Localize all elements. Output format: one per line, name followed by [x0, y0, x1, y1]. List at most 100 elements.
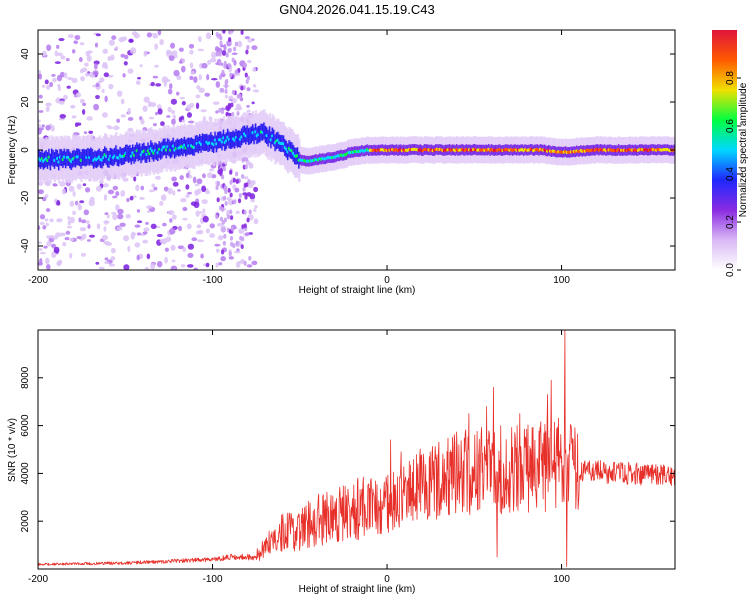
spectrogram-cell — [74, 122, 79, 128]
chart-title: GN04.2026.041.15.19.C43 — [279, 2, 434, 17]
spectrogram-cell — [167, 106, 172, 113]
colorbar-tick-label: 0.2 — [725, 215, 736, 229]
spectrogram-cell — [142, 231, 148, 235]
spectrogram-cell — [164, 78, 171, 83]
spectrogram-cell — [116, 226, 123, 231]
spectrogram-x-tick-label: -100 — [203, 275, 223, 286]
spectrogram-cell — [170, 265, 178, 270]
spectrogram-cell — [136, 232, 142, 236]
spectrogram-cell — [148, 116, 155, 120]
spectrogram-cell — [136, 220, 143, 224]
spectrogram-cell — [84, 187, 91, 193]
spectrogram-cell — [229, 169, 233, 175]
spectrogram-cell — [245, 49, 249, 55]
spectrogram-cell — [209, 168, 215, 172]
spectrogram-cell — [73, 40, 79, 45]
spectrogram-cell — [227, 102, 231, 108]
spectrogram-cell — [45, 208, 51, 213]
spectrogram-cell — [56, 200, 61, 206]
spectrogram-cell — [114, 46, 119, 50]
spectrogram-cell — [240, 244, 244, 249]
spectrogram-cell — [215, 214, 219, 220]
spectrogram-cell — [251, 101, 255, 105]
spectrogram-cell — [51, 73, 56, 77]
spectrogram-cell — [127, 68, 134, 74]
spectrogram-cell — [238, 228, 245, 234]
spectrogram-cell — [252, 84, 257, 88]
spectrogram-cell — [210, 51, 217, 59]
spectrogram-cell — [78, 57, 83, 63]
spectrogram-cell — [237, 40, 243, 48]
spectrogram-cell — [156, 104, 162, 110]
colorbar-tick-label: 0.8 — [725, 71, 736, 85]
spectrogram-cell — [102, 112, 108, 118]
colorbar: 0.0 0.2 0.4 0.6 0.8 Normalized spectral ampl… — [712, 30, 749, 277]
spectrogram-cell — [221, 69, 225, 75]
spectrogram-cell — [87, 224, 91, 229]
spectrogram-cell — [151, 183, 156, 188]
spectrogram-cell — [59, 113, 67, 119]
spectrogram-cell — [102, 62, 108, 65]
spectrogram-cell — [215, 81, 221, 88]
spectrogram-cell — [167, 210, 175, 216]
spectrogram-cell — [220, 225, 227, 233]
spectrogram-cell — [159, 200, 164, 206]
spectrogram-cell — [140, 185, 145, 191]
spectrogram-cell — [229, 192, 233, 198]
spectrogram-cell — [98, 266, 105, 270]
spectrogram-cell — [129, 39, 134, 43]
spectrogram-cell — [171, 118, 176, 125]
spectrogram-cell — [120, 114, 126, 118]
spectrogram-cell — [152, 34, 159, 39]
spectrogram-cell — [80, 75, 85, 82]
spectrogram-cell — [53, 246, 60, 254]
spectrogram-cell — [198, 87, 205, 93]
spectrogram-cell — [152, 75, 159, 79]
spectrogram-y-tick-label: -20 — [20, 190, 31, 205]
spectrogram-cell — [234, 69, 239, 75]
spectrogram-cell — [150, 262, 156, 270]
spectrogram-cell — [169, 227, 176, 235]
spectrogram-cell — [235, 210, 240, 215]
spectrogram-cell — [108, 39, 115, 46]
spectrogram-cell — [225, 52, 229, 58]
spectrogram-cell — [185, 172, 190, 178]
spectrogram-cell — [112, 185, 119, 191]
spectrogram-cell — [217, 222, 224, 227]
spectrogram-cell — [145, 221, 149, 225]
spectrogram-cell — [156, 233, 163, 238]
spectrogram-cell — [76, 202, 81, 207]
spectrogram-cell — [38, 123, 41, 128]
spectrogram-cell — [92, 70, 99, 76]
spectrogram-cell — [160, 121, 165, 127]
spectrogram-cell — [157, 30, 162, 36]
spectrogram-cell — [95, 185, 102, 192]
spectrogram-cell — [38, 73, 43, 80]
spectrogram-cell — [215, 32, 219, 37]
spectrogram-cell — [38, 248, 43, 251]
spectrogram-cell — [232, 98, 237, 104]
spectrogram-cell — [80, 252, 87, 257]
spectrogram-cell — [89, 196, 95, 203]
spectrogram-cell — [85, 220, 90, 224]
spectrogram-cell — [127, 245, 131, 253]
spectrogram-cell — [82, 102, 87, 106]
spectrogram-y-ticks: -40 -20 0 20 40 — [20, 48, 675, 253]
snr-y-tick-label: 8000 — [20, 366, 31, 389]
spectrogram-cell — [243, 209, 247, 215]
spectrogram-cell — [104, 219, 108, 225]
spectrogram-cell — [60, 55, 66, 60]
spectrogram-cell — [224, 201, 228, 206]
spectrogram-cell — [241, 174, 245, 179]
spectrogram-cell — [179, 175, 184, 181]
spectrogram-cell — [139, 196, 145, 200]
spectrogram-cell — [230, 226, 235, 232]
colorbar-ticks: 0.0 0.2 0.4 0.6 0.8 — [725, 71, 741, 277]
spectrogram-cell — [155, 83, 162, 87]
spectrogram-cell — [142, 105, 148, 112]
spectrogram-cell — [79, 200, 85, 204]
spectrogram-cell — [231, 111, 235, 117]
snr-y-tick-label: 2000 — [20, 510, 31, 533]
spectrogram-cell — [135, 80, 141, 86]
spectrogram-cell — [67, 220, 72, 226]
